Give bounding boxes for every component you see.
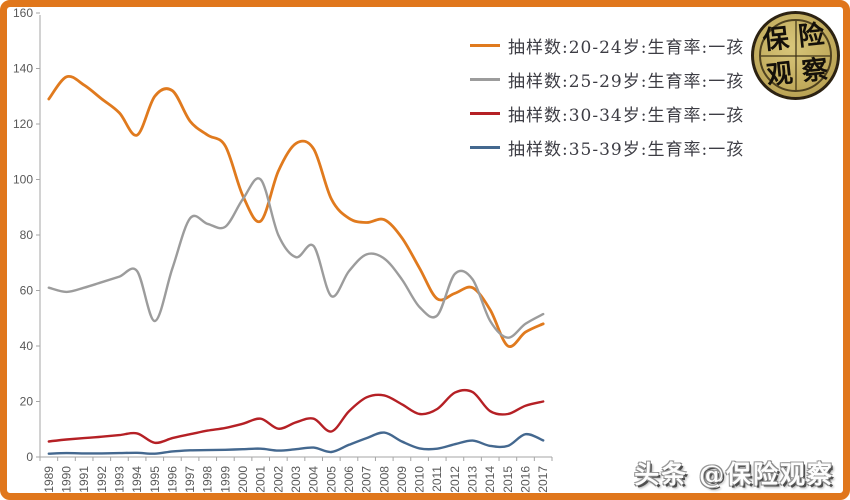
y-axis-label: 40: [20, 339, 34, 353]
legend-label: 抽样数:30-34岁:生育率:一孩: [508, 105, 745, 126]
x-axis-year-label: 1996: [165, 466, 179, 493]
x-axis-year-label: 2004: [307, 466, 321, 493]
toutiao-watermark: 头条 @保险观察: [634, 460, 834, 489]
legend-item: 抽样数:20-24岁:生育率:一孩: [470, 28, 744, 62]
legend-item: 抽样数:25-29岁:生育率:一孩: [470, 62, 744, 96]
x-axis-year-label: 2011: [430, 466, 444, 492]
x-axis-year-label: 2006: [342, 466, 356, 493]
seal-char: 观: [765, 58, 795, 92]
legend-swatch: [470, 145, 500, 149]
x-axis-year-label: 2003: [289, 466, 303, 493]
insurance-observer-seal: 保 险 观 察: [751, 11, 840, 100]
legend-label: 抽样数:35-39岁:生育率:一孩: [508, 139, 745, 160]
y-axis-label: 60: [20, 284, 34, 298]
legend-label: 抽样数:25-29岁:生育率:一孩: [508, 71, 745, 92]
x-axis-year-label: 2000: [236, 466, 250, 493]
y-axis-label: 20: [20, 395, 34, 409]
y-axis-label: 0: [26, 450, 33, 464]
x-axis-year-label: 1992: [95, 466, 109, 493]
legend-swatch: [470, 43, 500, 47]
x-axis-year-label: 2010: [413, 466, 427, 493]
legend-item: 抽样数:30-34岁:生育率:一孩: [470, 96, 744, 130]
x-axis-year-label: 2001: [254, 466, 268, 493]
y-axis-label: 80: [20, 228, 34, 242]
series-line-3: [47, 388, 545, 445]
x-axis-year-label: 2015: [501, 466, 515, 493]
chart-legend: 抽样数:20-24岁:生育率:一孩 抽样数:25-29岁:生育率:一孩 抽样数:30…: [470, 28, 744, 164]
legend-swatch: [470, 111, 500, 115]
x-axis-year-label: 1990: [59, 466, 73, 493]
x-axis-year-label: 2002: [271, 466, 285, 493]
x-axis-year-label: 2016: [519, 466, 533, 493]
x-axis-year-label: 1997: [183, 466, 197, 493]
series-line-1: [47, 74, 545, 348]
seal-characters: 保 险 观 察: [756, 16, 834, 94]
x-axis-year-label: 2017: [536, 466, 550, 493]
seal-char: 保: [761, 23, 791, 56]
legend-swatch: [470, 77, 500, 81]
series-line-4: [47, 431, 545, 455]
x-axis-year-label: 1998: [201, 466, 215, 493]
x-axis-year-label: 1991: [77, 466, 91, 493]
seal-char: 察: [800, 55, 830, 88]
seal-cross-vertical: [794, 21, 797, 90]
seal-char: 险: [796, 19, 826, 53]
series-line-2: [47, 177, 545, 339]
x-axis-year-label: 1993: [112, 466, 126, 493]
y-axis-label: 160: [13, 6, 33, 20]
y-axis-label: 140: [13, 62, 33, 76]
x-axis-year-label: 1989: [42, 466, 56, 493]
x-axis-year-label: 2005: [324, 466, 338, 493]
seal-inner-ring: [759, 19, 832, 92]
x-axis-year-label: 1994: [130, 466, 144, 493]
x-axis-year-label: 2009: [395, 466, 409, 493]
x-axis-year-label: 2013: [466, 466, 480, 493]
x-axis-year-label: 2008: [377, 466, 391, 493]
x-axis-year-label: 2012: [448, 466, 462, 493]
x-axis-year-label: 1995: [148, 466, 162, 493]
x-axis-year-label: 2007: [360, 466, 374, 493]
y-axis-label: 120: [13, 117, 33, 131]
legend-item: 抽样数:35-39岁:生育率:一孩: [470, 130, 744, 164]
x-axis-year-label: 2014: [483, 466, 497, 493]
y-axis-label: 100: [13, 173, 33, 187]
x-axis-year-label: 1999: [218, 466, 232, 493]
legend-label: 抽样数:20-24岁:生育率:一孩: [508, 37, 745, 58]
